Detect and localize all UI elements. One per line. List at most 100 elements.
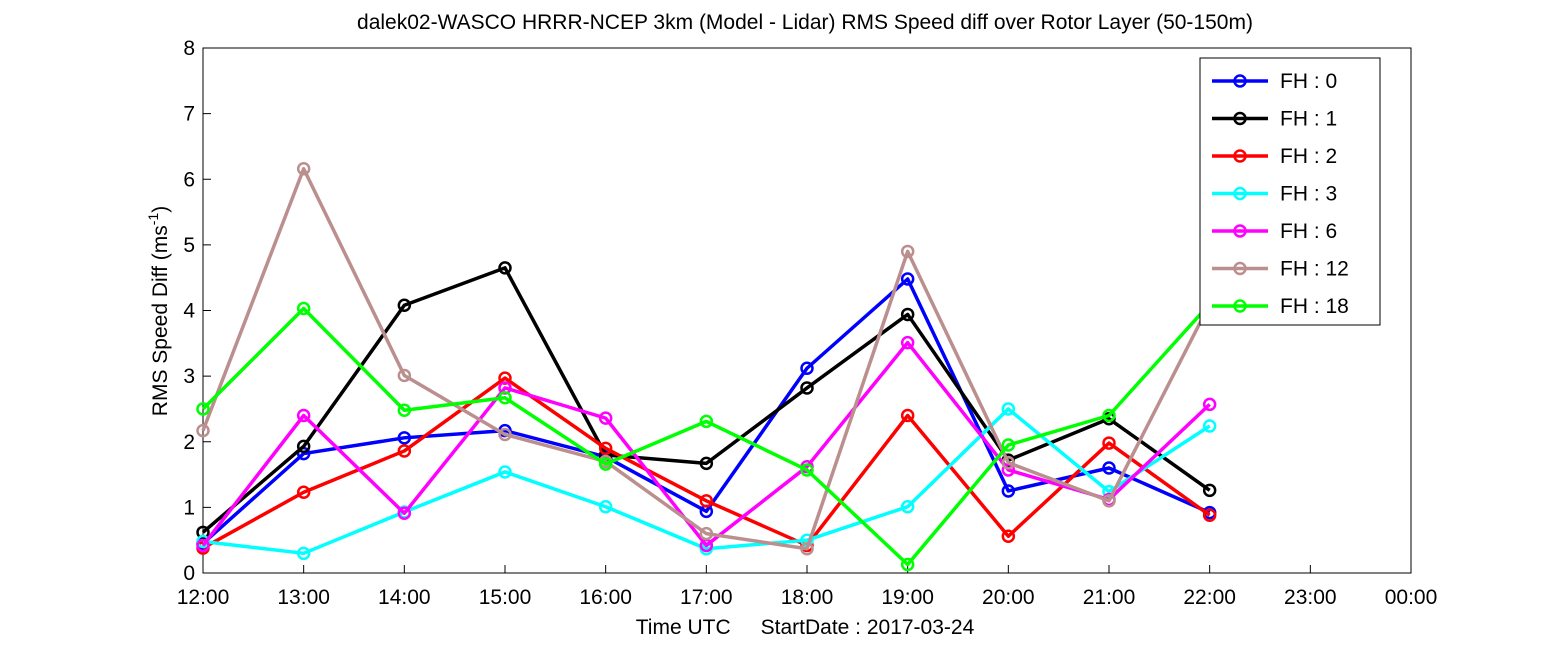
data-point (397, 431, 412, 445)
data-point (296, 162, 311, 176)
legend-label: FH : 18 (1280, 295, 1349, 318)
legend-swatch-marker (1233, 299, 1247, 313)
legend-label: FH : 1 (1280, 108, 1337, 131)
data-point (800, 463, 814, 477)
y-axis: 0 1 2 3 4 5 6 7 8 (183, 37, 211, 585)
data-point (196, 423, 210, 438)
data-point (1001, 456, 1016, 470)
x-tick-label: 16:00 (579, 586, 632, 609)
x-tick-label: 20:00 (982, 586, 1035, 609)
data-point (1001, 438, 1016, 452)
y-tick-label: 6 (183, 168, 195, 191)
x-tick-label: 12:00 (177, 586, 230, 609)
x-tick-label: 21:00 (1083, 586, 1136, 609)
legend-item: FH : 18 (1212, 295, 1349, 318)
data-point (498, 465, 512, 479)
data-point (1102, 436, 1116, 450)
legend-label: FH : 2 (1280, 145, 1337, 168)
data-point (900, 408, 915, 423)
series-fh-0 (196, 272, 1217, 551)
legend-item: FH : 0 (1212, 70, 1337, 93)
x-axis-label-main: Time UTC (636, 616, 731, 639)
data-point (397, 403, 412, 417)
legend-swatch-marker (1233, 261, 1247, 276)
y-axis-label-close: ) (149, 206, 172, 213)
legend-item: FH : 2 (1212, 145, 1337, 168)
y-tick-label: 0 (183, 562, 195, 585)
x-tick-label: 19:00 (881, 586, 934, 609)
series-line (201, 266, 1211, 534)
data-point (900, 272, 915, 286)
legend-item: FH : 1 (1212, 108, 1337, 131)
data-point (196, 525, 210, 540)
series-line (201, 277, 1211, 545)
series-layer (196, 162, 1217, 572)
data-point (900, 499, 915, 514)
series-line (201, 302, 1211, 567)
x-tick-label: 23:00 (1284, 586, 1337, 609)
data-point (900, 557, 915, 572)
x-tick-label: 14:00 (378, 586, 431, 609)
data-point (196, 402, 210, 416)
x-axis: 12:00 13:00 14:00 15:00 16:00 17:00 18:00 19:00… (177, 565, 1438, 609)
legend-box (1199, 57, 1381, 326)
y-tick-label: 4 (183, 300, 195, 323)
legend-swatch-marker (1233, 111, 1247, 126)
data-point (598, 457, 613, 471)
legend-item: FH : 3 (1212, 183, 1337, 206)
y-tick-label: 7 (183, 103, 195, 126)
data-point (1102, 494, 1116, 508)
data-point (1102, 408, 1116, 423)
data-point (196, 538, 210, 553)
data-point (699, 494, 714, 508)
chart-title: dalek02-WASCO HRRR-NCEP 3km (Model - Lid… (357, 11, 1253, 34)
legend: FH : 0 FH : 1 FH : 2 FH : 3 FH : 6 FH : 12 FH … (1199, 57, 1381, 326)
x-axis-label: Time UTC StartDate : 2017-03-24 (636, 616, 975, 639)
legend-swatch-marker (1233, 74, 1247, 88)
series-line (202, 376, 1211, 550)
legend-item: FH : 6 (1212, 220, 1337, 243)
y-axis-label-main: RMS Speed Diff (ms (149, 225, 172, 416)
y-tick-label: 3 (183, 365, 195, 388)
legend-label: FH : 6 (1280, 220, 1337, 243)
data-point (1202, 483, 1217, 498)
y-axis-label: RMS Speed Diff (ms-1) (145, 206, 172, 416)
x-tick-label: 13:00 (277, 586, 330, 609)
series-line (201, 340, 1211, 548)
legend-item: FH : 12 (1212, 258, 1349, 281)
x-tick-label: 18:00 (781, 586, 834, 609)
y-tick-label: 5 (183, 234, 195, 257)
legend-swatch-marker (1233, 186, 1247, 201)
y-tick-label: 2 (183, 431, 195, 454)
x-tick-label: 00:00 (1385, 586, 1438, 609)
x-tick-label: 15:00 (479, 586, 532, 609)
data-point (296, 408, 311, 423)
legend-label: FH : 0 (1280, 70, 1337, 93)
data-point (900, 335, 915, 350)
data-point (498, 391, 512, 405)
data-point (1001, 402, 1016, 416)
x-tick-label: 17:00 (680, 586, 733, 609)
data-point (598, 441, 613, 456)
series-fh-12 (196, 162, 1217, 556)
data-point (900, 244, 915, 259)
data-point (196, 534, 210, 549)
data-point (1001, 529, 1016, 543)
y-axis-label-sup: -1 (145, 213, 161, 226)
data-point (1102, 461, 1116, 475)
data-point (296, 485, 311, 500)
legend-label: FH : 3 (1280, 183, 1337, 206)
data-point (800, 541, 814, 556)
data-point (699, 414, 714, 429)
data-point (397, 444, 412, 458)
x-tick-label: 22:00 (1183, 586, 1236, 609)
legend-swatch-marker (1233, 149, 1247, 163)
data-point (296, 546, 311, 561)
y-tick-label: 1 (183, 496, 195, 519)
data-point (1202, 397, 1217, 412)
data-point (900, 307, 915, 322)
data-point (800, 381, 814, 395)
data-point (699, 456, 714, 471)
